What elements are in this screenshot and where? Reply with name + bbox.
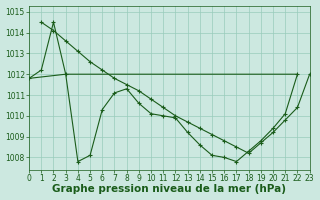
X-axis label: Graphe pression niveau de la mer (hPa): Graphe pression niveau de la mer (hPa) (52, 184, 286, 194)
